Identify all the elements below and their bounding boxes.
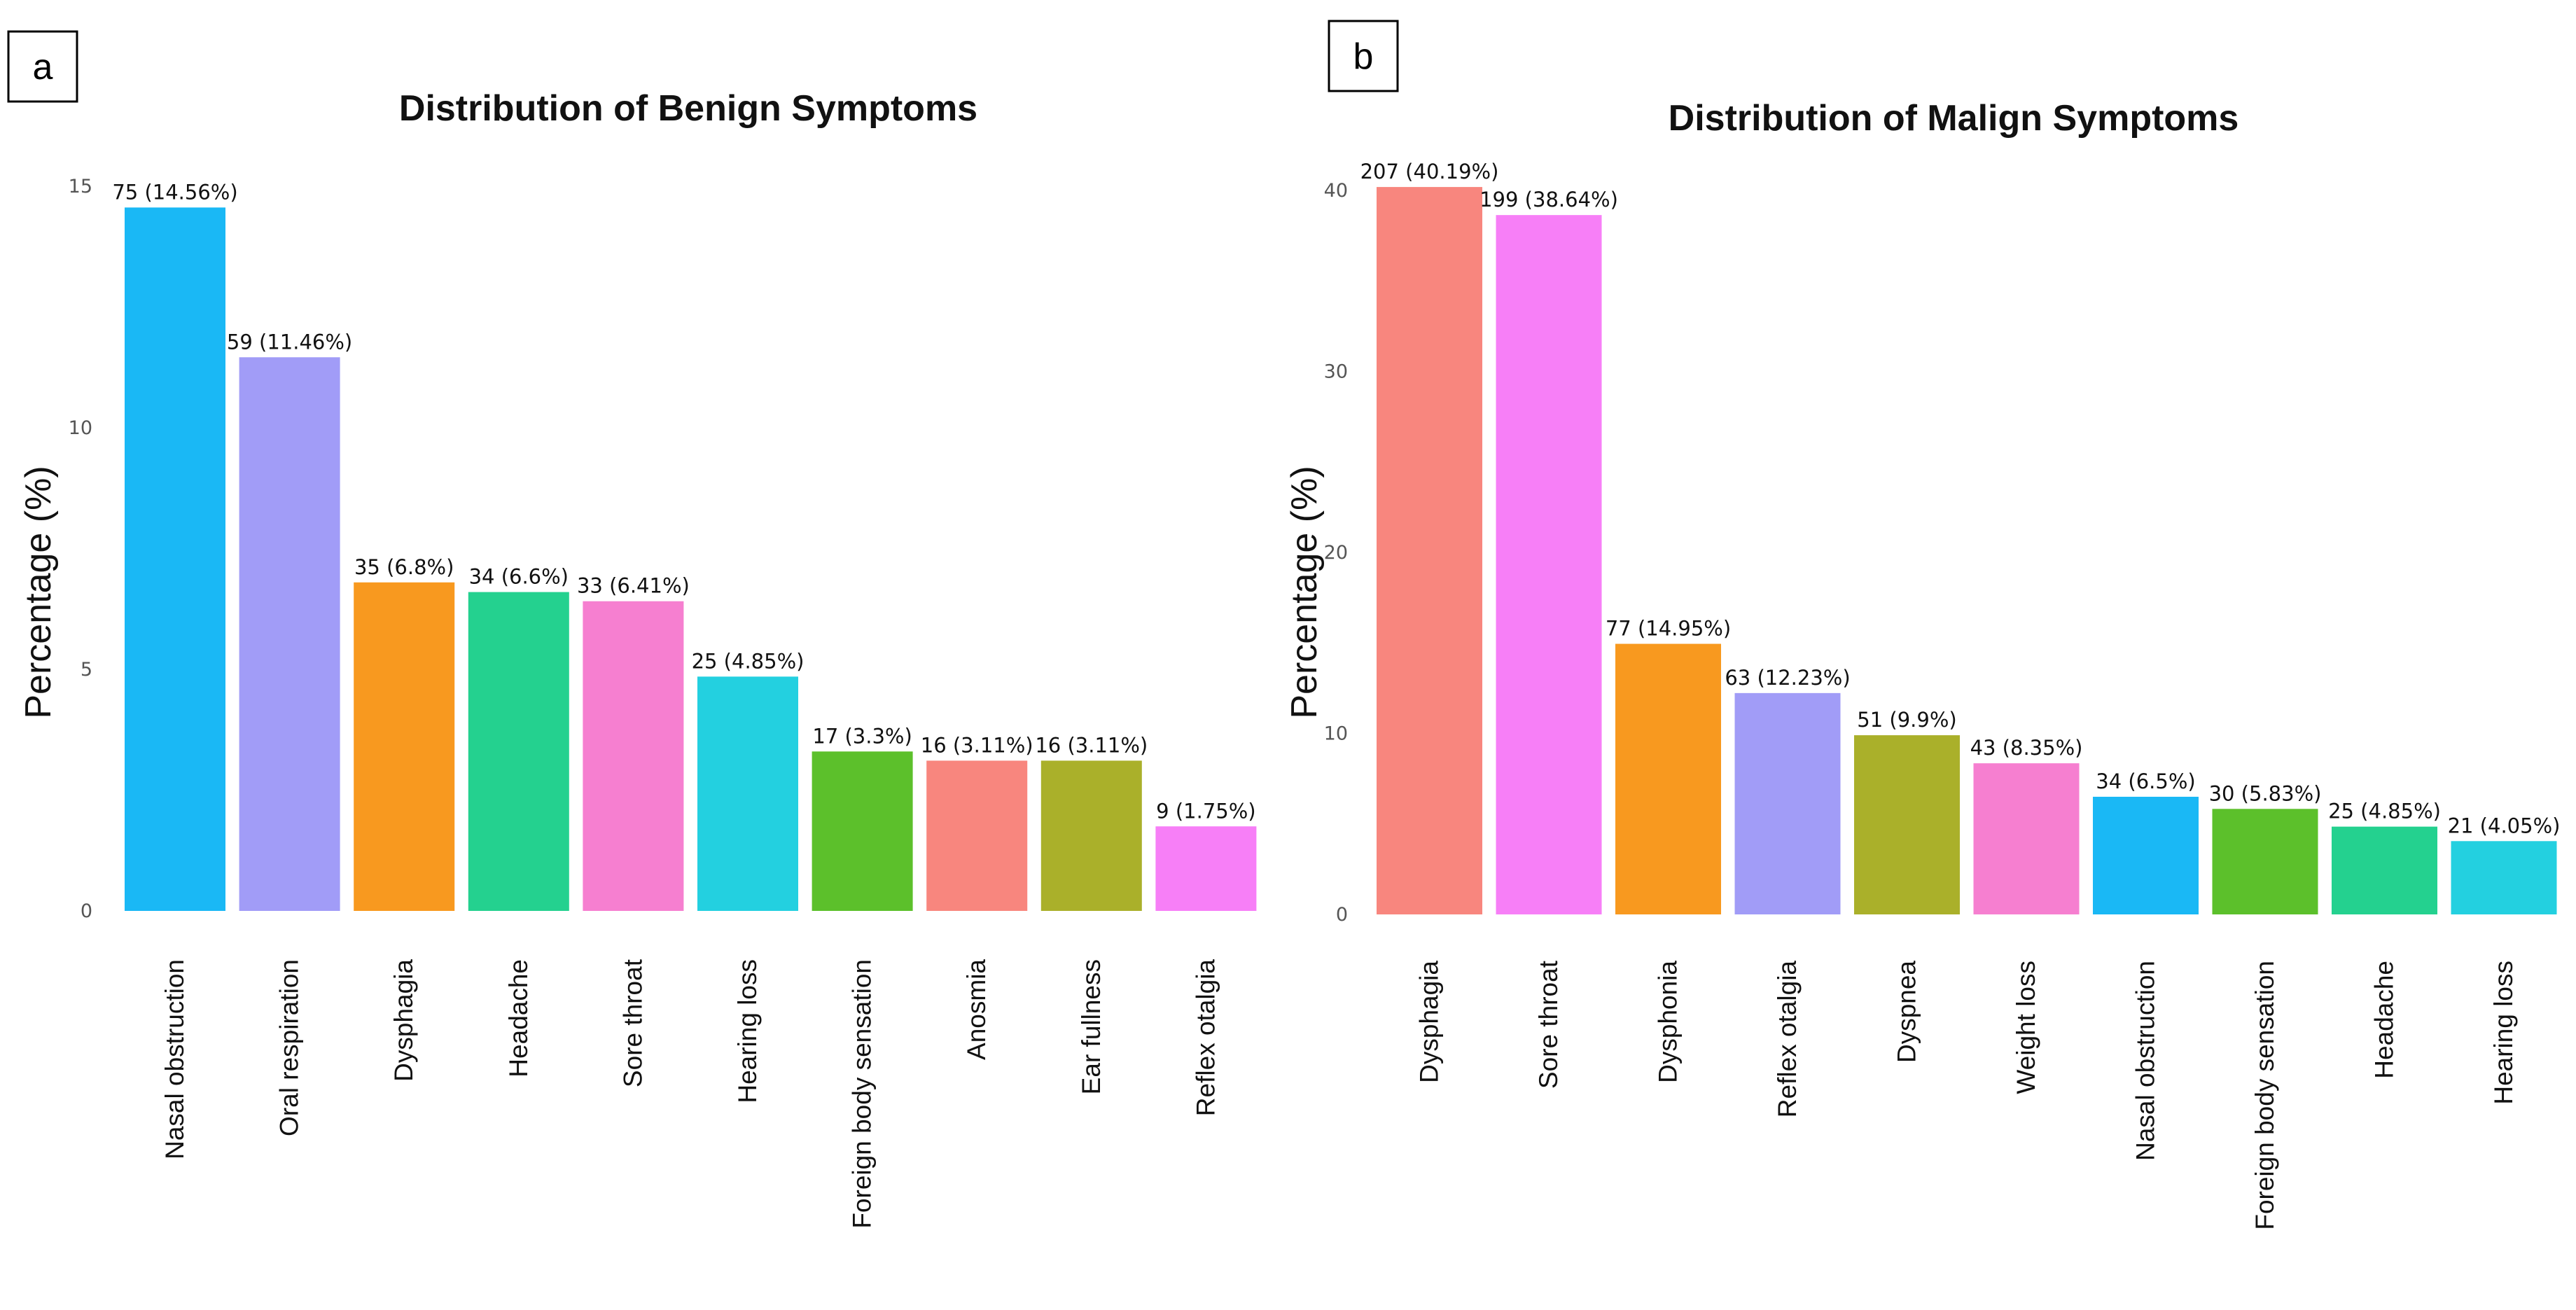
panel-a-data-label: 34 (6.6%) [469,565,569,589]
panel-b-category-label: Dyspnea [1893,961,1921,1063]
panel-a-y-tick-5: 5 [81,659,92,681]
panel-a-category-labels: Nasal obstruction Oral respiration Dysphag… [160,959,1220,1228]
panel-a-category-label: Reflex otalgia [1191,959,1220,1117]
panel-b-category-label: Headache [2370,961,2399,1079]
panel-a-category-label: Dysphagia [389,959,418,1082]
panel-a-bar-sore-throat [583,601,684,911]
panel-b-letter: b [1353,36,1374,77]
panel-a-data-label: 16 (3.11%) [1035,733,1148,757]
panel-b-bar-foreign-body-sensation [2212,809,2318,914]
panel-b-category-label: Dysphonia [1654,961,1683,1083]
panel-a-data-label: 33 (6.41%) [577,574,690,598]
panel-b-data-label: 43 (8.35%) [1970,736,2083,760]
panel-b-data-label: 63 (12.23%) [1725,666,1850,690]
panel-b-category-label: Foreign body sensation [2250,961,2279,1230]
panel-b-y-tick-0: 0 [1336,904,1348,926]
panel-b-bar-dysphagia [1377,187,1482,914]
panel-b-data-label: 77 (14.95%) [1606,617,1731,641]
panel-a-bar-foreign-body-sensation [812,751,913,911]
panel-b-data-label: 34 (6.5%) [2096,769,2195,793]
panel-b-y-tick-30: 30 [1324,361,1348,383]
panel-b-bar-dysphonia [1615,643,1721,914]
panel-a-category-label: Foreign body sensation [848,959,877,1229]
panel-b-category-label: Dysphagia [1415,961,1444,1083]
panel-a-bars [125,207,1257,911]
panel-b-y-tick-40: 40 [1324,180,1348,202]
panel-a-letter: a [33,47,53,88]
panel-b-bar-headache [2332,826,2437,914]
panel-b-bars [1377,187,2557,914]
panel-b: b Distribution of Malign Symptoms Percen… [1284,20,2561,1230]
panel-b-data-label: 199 (38.64%) [1480,188,1618,211]
panel-a-bar-ear-fullness [1040,760,1142,911]
panel-a-bar-oral-respiration [239,357,340,911]
panel-b-data-labels: 207 (40.19%) 199 (38.64%) 77 (14.95%) 63 (1… [1360,160,2561,837]
panel-a-y-tick-15: 15 [69,176,92,197]
panel-b-category-labels: Dysphagia Sore throat Dysphonia Reflex otal… [1415,960,2519,1229]
panel-a-data-labels: 75 (14.56%) 59 (11.46%) 35 (6.8%) 34 (6.6%)… [112,180,1255,823]
panel-b-data-label: 25 (4.85%) [2328,800,2441,823]
panel-b-category-label: Nasal obstruction [2131,961,2160,1161]
panel-a-category-label: Headache [504,959,533,1078]
panel-a-bar-dysphagia [354,582,455,911]
panel-b-y-ticks: 0 10 20 30 40 [1324,180,1348,926]
panel-a-data-label: 17 (3.3%) [812,724,912,748]
panel-a-category-label: Ear fullness [1077,959,1106,1094]
panel-a-data-label: 59 (11.46%) [227,330,352,354]
panel-a-letter-box [7,30,78,103]
panel-a-category-label: Anosmia [962,959,991,1060]
panel-b-category-label: Reflex otalgia [1773,961,1802,1118]
panel-a: a Distribution of Benign Symptoms Percen… [7,30,1257,1229]
panel-a-y-tick-0: 0 [81,900,92,922]
panel-b-bar-dyspnea [1854,735,1960,914]
panel-a-y-axis-label: Percentage (%) [18,466,59,718]
panel-b-letter-box [1328,20,1399,92]
panel-b-y-axis-label: Percentage (%) [1284,466,1325,718]
panel-a-bar-hearing-loss [697,676,798,911]
panel-b-data-label: 51 (9.9%) [1857,708,1956,732]
panel-a-y-ticks: 0 5 10 15 [69,176,92,922]
panel-b-data-label: 21 (4.05%) [2448,814,2561,837]
panel-b-bar-reflex-otalgia [1734,692,1841,914]
panel-b-title: Distribution of Malign Symptoms [1669,98,2239,139]
panel-b-category-label: Hearing loss [2489,961,2518,1105]
panel-a-category-label: Oral respiration [275,959,304,1136]
panel-a-bar-headache [468,592,569,911]
panel-a-data-label: 25 (4.85%) [692,649,805,673]
panel-a-y-tick-10: 10 [69,417,92,439]
panel-b-data-label: 30 (5.83%) [2209,781,2322,805]
panel-a-data-label: 35 (6.8%) [354,555,454,579]
panel-b-y-tick-20: 20 [1324,542,1348,564]
panel-a-category-label: Hearing loss [733,959,762,1103]
panel-a-bar-reflex-otalgia [1155,826,1257,911]
panel-a-data-label: 75 (14.56%) [112,180,237,204]
panel-a-category-label: Sore throat [618,959,647,1087]
panel-a-bar-anosmia [926,760,1028,911]
panel-b-bar-sore-throat [1496,215,1602,914]
panel-b-bar-nasal-obstruction [2093,796,2199,914]
panel-a-title: Distribution of Benign Symptoms [399,88,977,129]
panel-a-data-label: 16 (3.11%) [921,733,1033,757]
panel-a-bar-nasal-obstruction [125,207,225,911]
panel-b-y-tick-10: 10 [1324,723,1348,745]
panel-b-bar-hearing-loss [2451,841,2557,914]
panel-b-data-label: 207 (40.19%) [1360,160,1499,183]
panel-a-data-label: 9 (1.75%) [1156,799,1255,823]
panel-b-bar-weight-loss [1973,763,2080,914]
panel-b-category-label: Sore throat [1534,960,1563,1089]
panel-b-category-label: Weight loss [2012,961,2040,1094]
panel-a-category-label: Nasal obstruction [160,959,189,1159]
